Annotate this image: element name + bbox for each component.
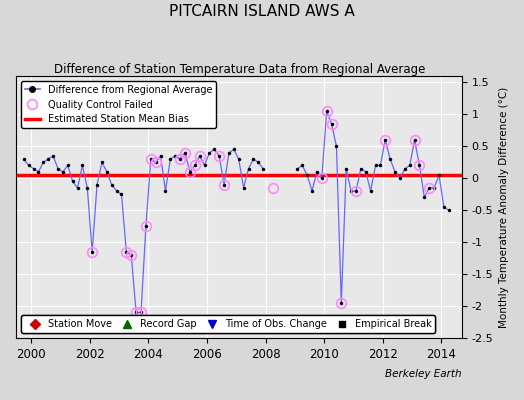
Text: PITCAIRN ISLAND AWS A: PITCAIRN ISLAND AWS A — [169, 4, 355, 19]
Text: Berkeley Earth: Berkeley Earth — [385, 370, 462, 380]
Title: Difference of Station Temperature Data from Regional Average: Difference of Station Temperature Data f… — [53, 63, 425, 76]
Legend: Station Move, Record Gap, Time of Obs. Change, Empirical Break: Station Move, Record Gap, Time of Obs. C… — [21, 316, 435, 333]
Y-axis label: Monthly Temperature Anomaly Difference (°C): Monthly Temperature Anomaly Difference (… — [499, 86, 509, 328]
